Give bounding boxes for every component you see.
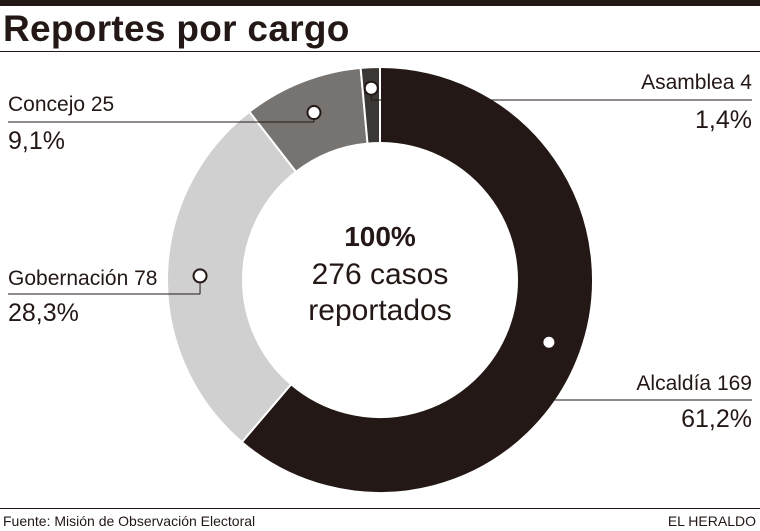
- label-concejo: Concejo 25: [8, 93, 115, 116]
- marker-gobernacion: [192, 268, 208, 284]
- label-gobernacion: Gobernación 78: [8, 267, 158, 290]
- leader-lines: [8, 80, 752, 401]
- label-asamblea: Asamblea 4: [641, 71, 752, 94]
- label-alcaldia: Alcaldía 169: [636, 372, 752, 395]
- center-caption: 276 casos reportados: [270, 257, 490, 329]
- slice-alcaldia: [240, 65, 594, 494]
- marker-concejo: [306, 105, 322, 121]
- value-gobernacion: 28,3%: [8, 299, 79, 327]
- value-concejo: 9,1%: [8, 127, 65, 155]
- bottom-rule: [0, 508, 760, 509]
- chart-title: Reportes por cargo: [3, 8, 350, 49]
- value-asamblea: 1,4%: [695, 106, 752, 134]
- center-percent: 100%: [344, 221, 416, 252]
- title-rule: [0, 51, 760, 52]
- marker-alcaldia: [541, 334, 557, 350]
- source-note: Fuente: Misión de Observación Electoral: [3, 513, 256, 529]
- slice-gobernacion: [166, 110, 298, 444]
- center-caption-line2: reportados: [308, 294, 452, 327]
- brand-name: EL HERALDO: [667, 513, 756, 529]
- top-rule: [0, 0, 760, 6]
- center-caption-line1: 276 casos: [311, 258, 449, 291]
- value-alcaldia: 61,2%: [681, 405, 752, 433]
- marker-asamblea: [363, 80, 379, 96]
